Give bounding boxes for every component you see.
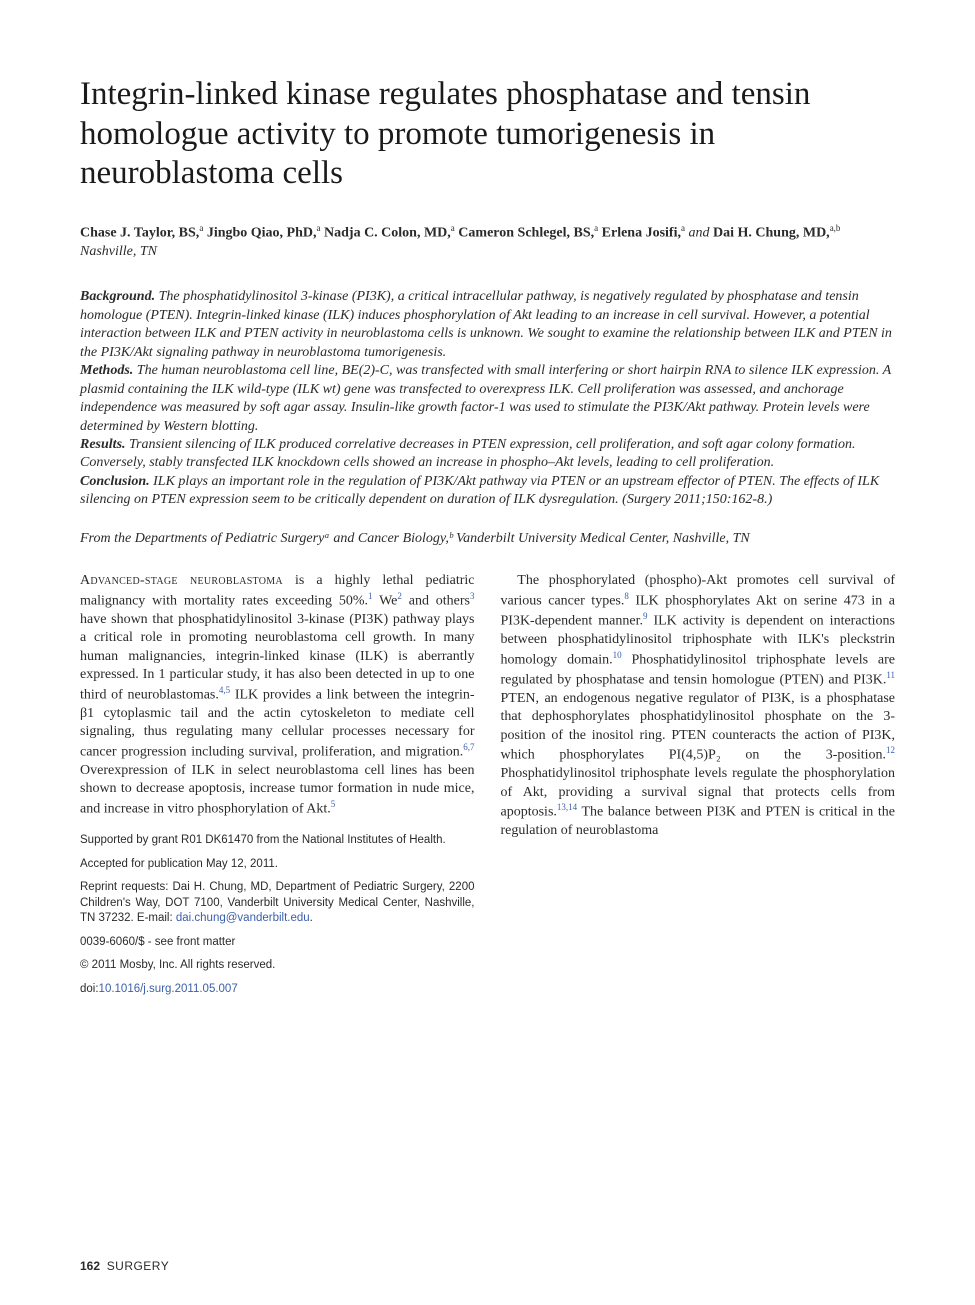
abstract-conclusion: Conclusion. ILK plays an important role …: [80, 473, 895, 510]
footnotes-block: Supported by grant R01 DK61470 from the …: [80, 833, 475, 997]
page-footer: 162 SURGERY: [80, 1259, 169, 1273]
footnote-issn: 0039-6060/$ - see front matter: [80, 935, 475, 951]
footnote-copyright: © 2011 Mosby, Inc. All rights reserved.: [80, 958, 475, 974]
abstract-methods: Methods. The human neuroblastoma cell li…: [80, 362, 895, 436]
article-title: Integrin-linked kinase regulates phospha…: [80, 75, 895, 194]
affiliation: From the Departments of Pediatric Surger…: [80, 530, 895, 548]
footnote-doi: doi:10.1016/j.surg.2011.05.007: [80, 982, 475, 998]
author-list: Chase J. Taylor, BS,a Jingbo Qiao, PhD,a…: [80, 222, 895, 262]
body-columns: Advanced-stage neuroblastoma is a highly…: [80, 572, 895, 997]
abstract-background: Background. The phosphatidylinositol 3-k…: [80, 288, 895, 362]
footnote-accepted: Accepted for publication May 12, 2011.: [80, 857, 475, 873]
journal-name: SURGERY: [107, 1259, 170, 1273]
abstract-results: Results. Transient silencing of ILK prod…: [80, 436, 895, 473]
footnote-reprint: Reprint requests: Dai H. Chung, MD, Depa…: [80, 880, 475, 927]
abstract-block: Background. The phosphatidylinositol 3-k…: [80, 288, 895, 510]
footnote-grant: Supported by grant R01 DK61470 from the …: [80, 833, 475, 849]
body-paragraph-2: The phosphorylated (phospho)-Akt promote…: [501, 572, 896, 841]
page-number: 162: [80, 1259, 100, 1273]
doi-link[interactable]: 10.1016/j.surg.2011.05.007: [99, 983, 238, 995]
body-paragraph-1: Advanced-stage neuroblastoma is a highly…: [80, 572, 475, 819]
